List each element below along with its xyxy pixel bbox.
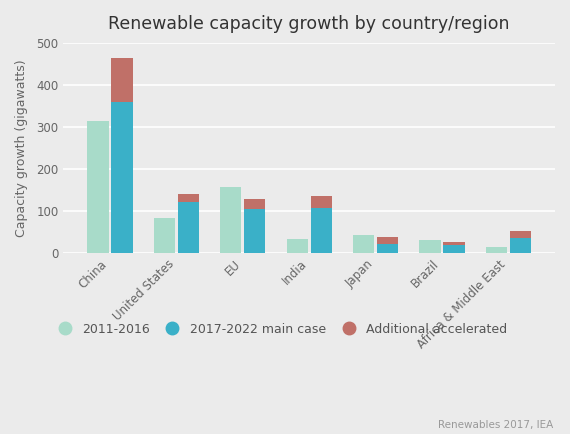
Bar	[220, 187, 242, 253]
Text: Renewables 2017, IEA: Renewables 2017, IEA	[438, 420, 553, 430]
Bar	[443, 242, 465, 245]
Bar	[510, 230, 531, 238]
Bar	[420, 240, 441, 253]
Bar	[353, 235, 374, 253]
Bar	[287, 239, 308, 253]
Bar	[377, 243, 398, 253]
Bar	[111, 102, 133, 253]
Title: Renewable capacity growth by country/region: Renewable capacity growth by country/reg…	[108, 15, 510, 33]
Bar	[377, 237, 398, 243]
Bar	[311, 196, 332, 208]
Y-axis label: Capacity growth (gigawatts): Capacity growth (gigawatts)	[15, 59, 28, 237]
Bar	[510, 238, 531, 253]
Bar	[154, 218, 175, 253]
Bar	[178, 201, 199, 253]
Bar	[443, 245, 465, 253]
Bar	[244, 209, 266, 253]
Bar	[87, 121, 109, 253]
Bar	[311, 208, 332, 253]
Bar	[178, 194, 199, 201]
Bar	[244, 200, 266, 209]
Bar	[486, 247, 507, 253]
Bar	[111, 59, 133, 102]
Legend: 2011-2016, 2017-2022 main case, Additional accelerated: 2011-2016, 2017-2022 main case, Addition…	[47, 318, 512, 341]
